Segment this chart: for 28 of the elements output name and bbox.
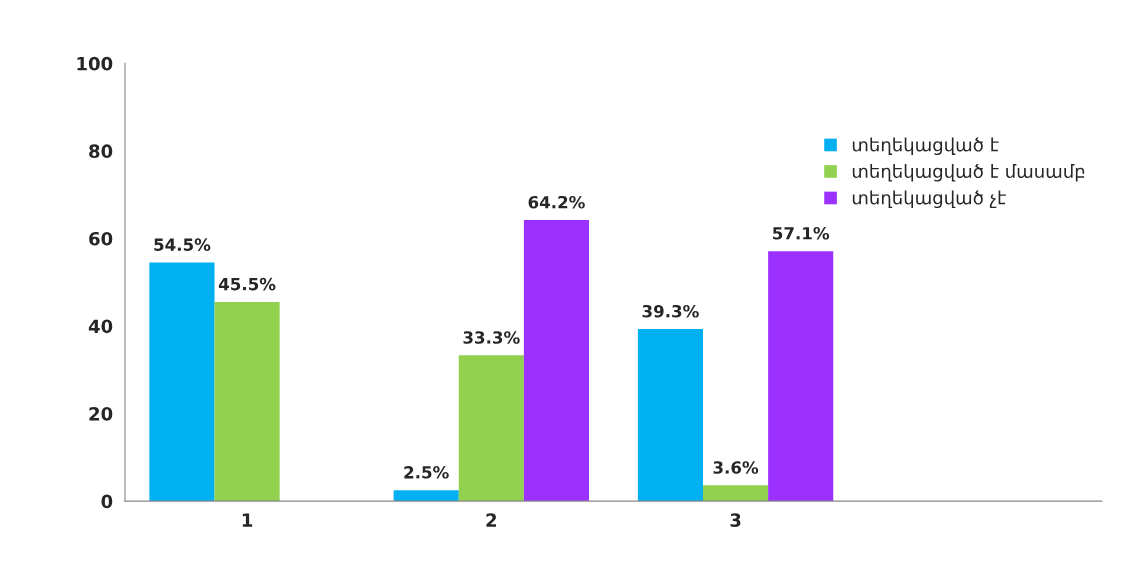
y-tick-label: 0 [101, 494, 113, 509]
data-label: 57.1% [773, 226, 830, 240]
data-label: 39.3% [642, 304, 699, 318]
bar [393, 490, 459, 502]
legend-label: տեղեկացված է մասամբ [852, 164, 1085, 182]
data-label: 64.2% [528, 195, 585, 209]
y-tick-label: 40 [88, 319, 113, 334]
bar [637, 329, 703, 502]
y-tick-label: 20 [89, 407, 113, 421]
data-label: 45.5% [218, 277, 276, 291]
y-tick-label: 100 [77, 56, 113, 71]
legend-label: տեղեկացված չէ [852, 190, 1006, 209]
x-tick-label: 3 [730, 513, 741, 527]
x-tick-label: 1 [242, 513, 253, 527]
data-label: 33.3% [463, 331, 520, 344]
bar [702, 485, 769, 502]
data-label: 54.5% [154, 238, 211, 251]
x-tick-label: 2 [486, 513, 497, 527]
legend-label: տեղեկացված է [852, 137, 999, 156]
data-label: 3.6% [713, 461, 759, 474]
y-tick-label: 60 [89, 231, 113, 246]
bar [214, 301, 280, 502]
bar [768, 251, 834, 502]
bar [458, 355, 524, 502]
data-label: 2.5% [404, 466, 449, 479]
y-tick-label: 80 [89, 144, 113, 159]
bar [523, 220, 590, 502]
bar [149, 262, 215, 502]
